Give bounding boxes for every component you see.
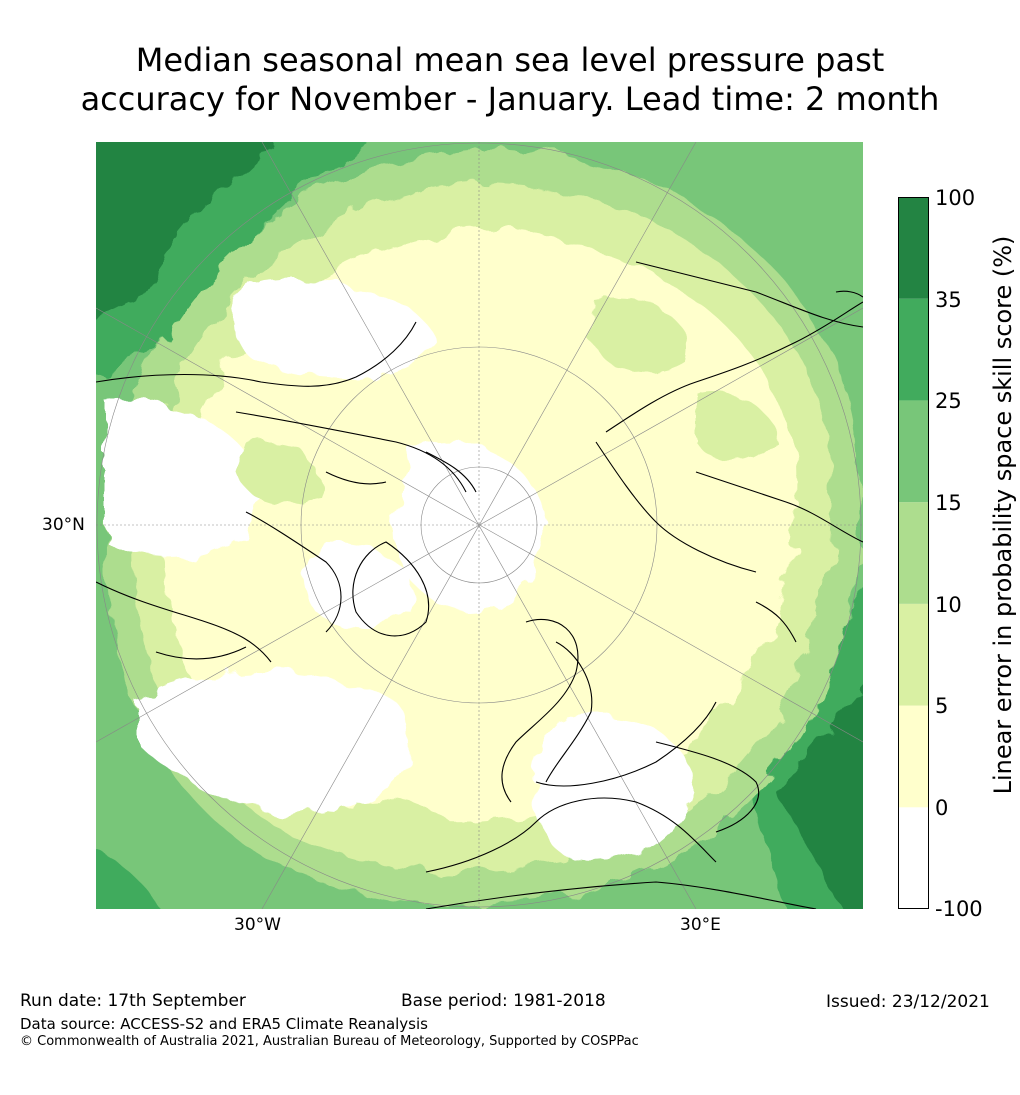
data-source: Data source: ACCESS-S2 and ERA5 Climate … xyxy=(20,1015,428,1033)
colorbar-tick: 35 xyxy=(935,288,962,312)
colorbar xyxy=(898,197,929,909)
skill-shading xyxy=(96,142,863,909)
title-line-1: Median seasonal mean sea level pressure … xyxy=(135,41,885,79)
caspian-outline xyxy=(655,741,760,833)
graticule xyxy=(96,142,863,909)
copyright: © Commonwealth of Australia 2021, Austra… xyxy=(20,1034,639,1049)
colorbar-tick: 100 xyxy=(935,186,976,210)
colorbar-tick: 10 xyxy=(935,593,962,617)
colorbar-tick: 15 xyxy=(935,491,962,515)
lon-label-30w: 30°W xyxy=(234,915,281,935)
colorbar-tick: -100 xyxy=(935,897,983,921)
colorbar-tick: 5 xyxy=(935,694,949,718)
lon-label-30e: 30°E xyxy=(680,915,721,935)
colorbar-tick: 25 xyxy=(935,389,962,413)
colorbar-bin xyxy=(898,298,929,401)
colorbar-frame xyxy=(898,197,929,909)
greenland-outline xyxy=(352,541,430,637)
lat-label-30n: 30°N xyxy=(42,515,85,535)
colorbar-bin xyxy=(898,197,929,299)
coastlines xyxy=(96,261,863,909)
colorbar-bin xyxy=(898,705,929,808)
base-period: Base period: 1981-2018 xyxy=(401,991,606,1011)
colorbar-bin xyxy=(898,807,929,909)
polar-skill-map xyxy=(96,142,863,909)
colorbar-bin xyxy=(898,603,929,706)
colorbar-bin xyxy=(898,502,929,604)
colorbar-label-text: Linear error in probability space skill … xyxy=(989,235,1017,795)
colorbar-tick: 0 xyxy=(935,796,949,820)
issued-date: Issued: 23/12/2021 xyxy=(826,992,990,1012)
colorbar-bin xyxy=(898,400,929,503)
run-date: Run date: 17th September xyxy=(20,991,246,1011)
title-line-2: accuracy for November - January. Lead ti… xyxy=(80,80,940,118)
